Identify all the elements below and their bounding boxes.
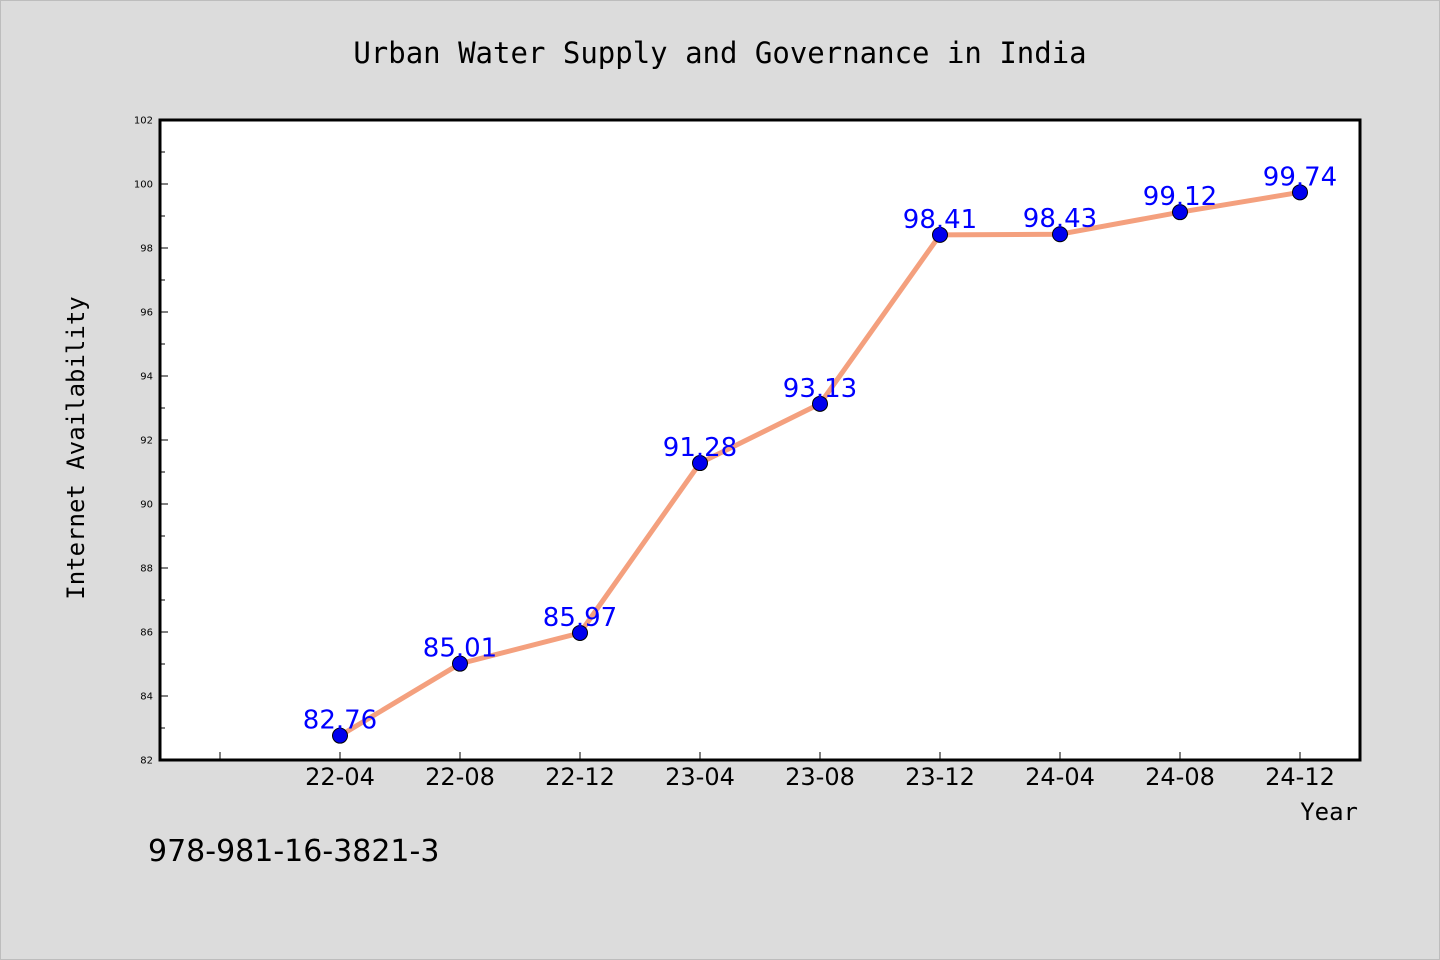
data-points xyxy=(332,184,1308,744)
y-tick-label: 98 xyxy=(140,244,153,255)
isbn-text: 978-981-16-3821-3 xyxy=(148,834,440,869)
x-tick-label: 22-04 xyxy=(305,763,375,791)
y-tick-label: 100 xyxy=(134,180,153,191)
data-point xyxy=(692,455,708,472)
data-label: 85.97 xyxy=(543,603,617,633)
plot-area xyxy=(158,118,1362,762)
chart-title: Urban Water Supply and Governance in Ind… xyxy=(353,36,1086,70)
x-tick-label: 23-04 xyxy=(665,763,735,791)
x-axis-label: Year xyxy=(1300,798,1358,826)
x-tick-label: 22-08 xyxy=(425,763,495,791)
y-tick-label: 86 xyxy=(140,628,153,639)
y-tick-label: 92 xyxy=(140,436,153,447)
data-point xyxy=(452,655,468,672)
data-label: 98.43 xyxy=(1023,204,1097,234)
data-labels: 82.76 85.01 85.97 91.28 93.13 98.41 98.43 99.12… xyxy=(303,162,1337,735)
x-tick-label: 24-12 xyxy=(1265,763,1335,791)
data-label: 93.13 xyxy=(783,374,857,404)
y-tick-label: 82 xyxy=(140,756,153,767)
y-tick-label: 90 xyxy=(140,500,153,511)
x-tick-label: 23-08 xyxy=(785,763,855,791)
y-axis-label: Internet Availability xyxy=(62,296,90,599)
y-tick-label: 88 xyxy=(140,564,153,575)
y-tick-label: 96 xyxy=(140,308,153,319)
data-label: 82.76 xyxy=(303,706,377,736)
data-point xyxy=(332,727,348,744)
data-label: 98.41 xyxy=(903,205,977,235)
data-point xyxy=(1172,204,1188,221)
data-label: 99.74 xyxy=(1263,162,1337,192)
x-axis: 22-04 22-08 22-12 23-04 23-08 23-12 24-04 24-08… xyxy=(219,752,1335,791)
x-tick-label: 23-12 xyxy=(905,763,975,791)
y-tick-label: 84 xyxy=(140,692,153,703)
data-label: 85.01 xyxy=(423,634,497,664)
data-point xyxy=(572,624,588,641)
y-tick-label: 102 xyxy=(134,116,153,127)
x-tick-label: 22-12 xyxy=(545,763,615,791)
data-point xyxy=(1052,226,1068,243)
data-point xyxy=(932,226,948,243)
data-point xyxy=(812,395,828,412)
y-axis: 82 84 86 88 90 92 94 96 98 100 102 xyxy=(134,116,168,767)
data-label: 99.12 xyxy=(1143,182,1217,212)
data-point xyxy=(1292,184,1308,201)
x-tick-label: 24-08 xyxy=(1145,763,1215,791)
x-tick-label: 24-04 xyxy=(1025,763,1095,791)
y-tick-label: 94 xyxy=(140,372,153,383)
data-label: 91.28 xyxy=(663,433,737,463)
